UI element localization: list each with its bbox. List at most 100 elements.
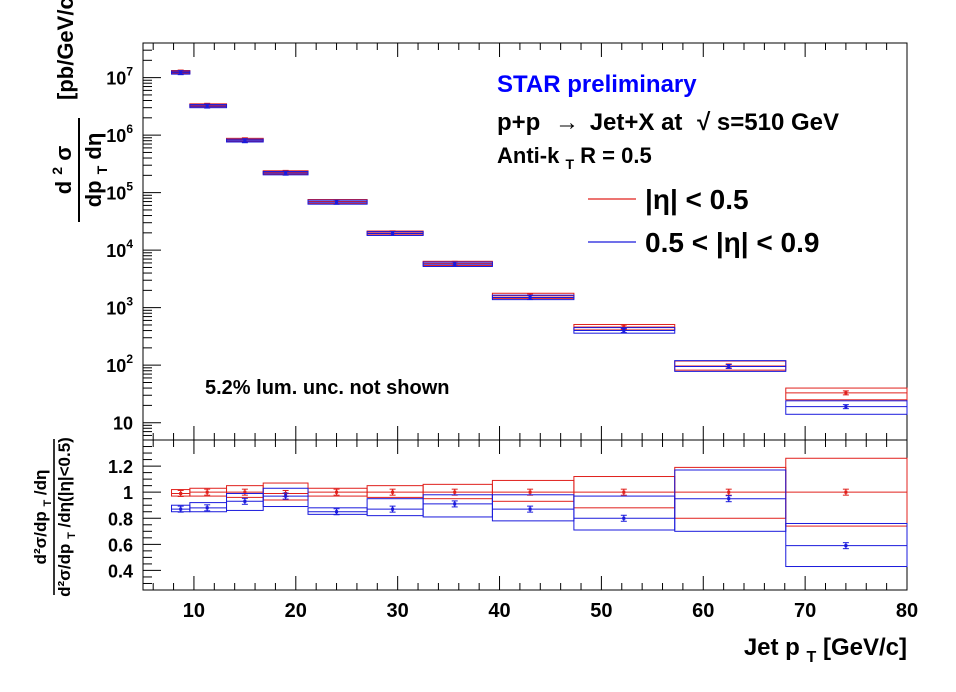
ratio-data-point-blue bbox=[622, 516, 626, 520]
top-data-point-blue bbox=[284, 171, 288, 175]
x-tick-label: 70 bbox=[794, 600, 816, 622]
top-data-point-blue bbox=[179, 71, 183, 75]
y-tick-label-top: 106 bbox=[106, 122, 133, 146]
ratio-data-point-red bbox=[528, 490, 532, 494]
y-tick-label-exponent: 6 bbox=[126, 122, 133, 136]
y-tick-label-top: 103 bbox=[106, 295, 133, 319]
bottom-y-den-end: /dη(|η|<0.5) bbox=[55, 437, 74, 527]
bottom-panel-series bbox=[171, 457, 908, 568]
y-tick-label-base: 10 bbox=[106, 356, 126, 376]
x-axis-title-sub: T bbox=[807, 649, 817, 666]
x-tick-label: 20 bbox=[285, 600, 307, 622]
x-tick-label: 50 bbox=[590, 600, 612, 622]
luminosity-note: 5.2% lum. unc. not shown bbox=[205, 377, 449, 399]
top-panel-series bbox=[171, 69, 908, 415]
ratio-data-point-red bbox=[844, 490, 848, 494]
top-data-point-blue bbox=[205, 104, 209, 108]
x-tick-label: 40 bbox=[488, 600, 510, 622]
legend-blue-label: 0.5 < |η| < 0.9 bbox=[645, 227, 819, 258]
top-y-unit: [pb/GeV/c] bbox=[53, 0, 78, 100]
ratio-syst-box-red bbox=[491, 479, 575, 502]
algorithm-suffix: R = 0.5 bbox=[580, 143, 652, 168]
legend-process-line: p+p → Jet+X at √ s=510 GeV bbox=[497, 109, 839, 136]
ratio-syst-box-blue bbox=[422, 494, 493, 518]
y-tick-label-top: 105 bbox=[106, 180, 133, 204]
top-y-den-deta: dη bbox=[81, 133, 106, 160]
algorithm-sub: T bbox=[565, 156, 574, 172]
ratio-data-point-blue bbox=[453, 502, 457, 506]
y-tick-label-base: 10 bbox=[106, 241, 126, 261]
legend-red-label: |η| < 0.5 bbox=[645, 184, 749, 215]
y-tick-label-top: 10 bbox=[113, 414, 133, 434]
ratio-data-point-red bbox=[243, 490, 247, 494]
y-tick-label-base: 10 bbox=[106, 126, 126, 146]
y-tick-label-bottom: 0.8 bbox=[108, 509, 133, 529]
bottom-y-den-main: d²σ/dp bbox=[55, 544, 74, 597]
ratio-syst-box-red bbox=[674, 466, 787, 519]
y-tick-label-top: 104 bbox=[106, 237, 133, 261]
ratio-data-point-red bbox=[179, 491, 183, 495]
y-tick-label-base: 10 bbox=[106, 184, 126, 204]
algorithm-prefix: Anti-k bbox=[497, 143, 560, 168]
x-tick-label: 30 bbox=[387, 600, 409, 622]
ratio-data-point-red bbox=[727, 490, 731, 494]
y-tick-label-bottom: 1 bbox=[123, 483, 133, 503]
bottom-y-num-sub: T bbox=[42, 500, 54, 507]
y-tick-label-bottom: 0.6 bbox=[108, 535, 133, 555]
ratio-data-point-blue bbox=[335, 510, 339, 514]
top-y-num-sup: 2 bbox=[49, 167, 65, 175]
ratio-syst-box-blue bbox=[491, 494, 575, 522]
ratio-syst-box-blue bbox=[674, 469, 787, 532]
ratio-syst-box-blue bbox=[573, 495, 676, 531]
top-y-denominator: dp T dη bbox=[81, 133, 112, 208]
ratio-data-point-blue bbox=[528, 507, 532, 511]
y-tick-label-base: 10 bbox=[106, 299, 126, 319]
ratio-data-point-red bbox=[622, 490, 626, 494]
y-tick-label-top: 102 bbox=[106, 352, 133, 376]
top-data-point-red bbox=[622, 325, 626, 329]
top-syst-box-blue bbox=[785, 400, 908, 415]
ratio-syst-box-blue bbox=[262, 487, 309, 508]
x-tick-label: 60 bbox=[692, 600, 714, 622]
ratio-data-point-red bbox=[335, 490, 339, 494]
legend-title: STAR preliminary bbox=[497, 71, 697, 98]
y-tick-label-bottom: 0.4 bbox=[108, 561, 133, 581]
top-y-den-sub: T bbox=[94, 165, 110, 174]
bottom-y-num-main: d²σ/dp bbox=[31, 511, 50, 564]
x-tick-label: 80 bbox=[896, 600, 918, 622]
top-data-point-blue bbox=[622, 329, 626, 333]
ratio-data-point-red bbox=[391, 490, 395, 494]
y-tick-label-exponent: 3 bbox=[126, 295, 133, 309]
bottom-y-axis-title: d²σ/dp T /dη d²σ/dp T /dη(|η|<0.5) bbox=[31, 437, 79, 597]
top-y-num-d: d bbox=[51, 181, 76, 194]
y-tick-label-bottom: 1.2 bbox=[108, 457, 133, 477]
ratio-syst-box-blue bbox=[785, 522, 908, 568]
ratio-data-point-blue bbox=[205, 506, 209, 510]
x-axis-title-main: Jet p bbox=[744, 634, 800, 661]
top-y-den-dp: dp bbox=[81, 180, 106, 207]
process-suffix: s=510 GeV bbox=[717, 109, 839, 136]
ratio-data-point-blue bbox=[284, 494, 288, 498]
ratio-data-point-blue bbox=[727, 497, 731, 501]
ratio-data-point-blue bbox=[844, 544, 848, 548]
y-tick-label-exponent: 4 bbox=[126, 237, 133, 251]
top-y-numerator: d 2 σ bbox=[42, 146, 76, 195]
y-tick-label-exponent: 5 bbox=[126, 180, 133, 194]
bottom-y-denominator: d²σ/dp T /dη(|η|<0.5) bbox=[55, 437, 79, 597]
bottom-y-num-end: /dη bbox=[31, 470, 50, 496]
process-mid: Jet+X at bbox=[590, 109, 683, 136]
legend-algorithm-line: Anti-k T R = 0.5 bbox=[497, 143, 652, 174]
bottom-panel-frame bbox=[142, 439, 908, 591]
ratio-data-point-red bbox=[205, 490, 209, 494]
ratio-syst-box-blue bbox=[366, 498, 424, 517]
bottom-y-numerator: d²σ/dp T /dη bbox=[31, 470, 55, 565]
bottom-y-den-sub: T bbox=[66, 532, 78, 539]
y-tick-label-base: 10 bbox=[113, 414, 133, 434]
x-axis-title-unit: [GeV/c] bbox=[823, 634, 907, 661]
top-data-point-blue bbox=[391, 231, 395, 235]
sqrt-glyph: √ bbox=[697, 109, 711, 136]
top-data-point-blue bbox=[243, 139, 247, 143]
y-tick-label-exponent: 7 bbox=[126, 65, 133, 79]
y-tick-label-base: 10 bbox=[106, 69, 126, 89]
